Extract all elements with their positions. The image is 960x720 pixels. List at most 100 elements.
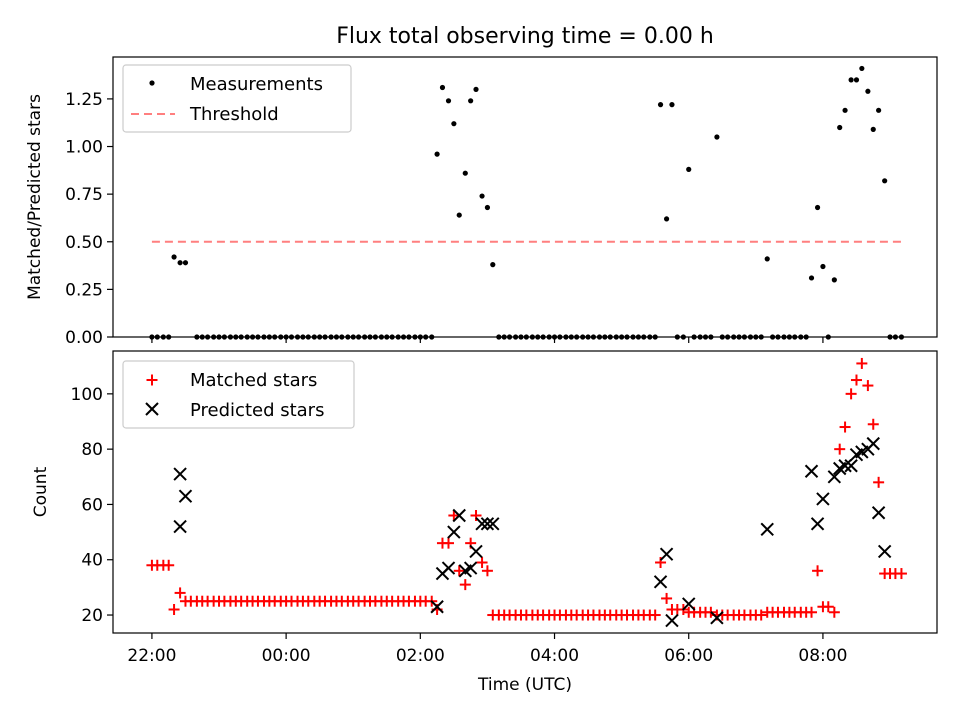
predicted-point — [475, 517, 489, 531]
predicted-point — [866, 436, 880, 451]
matched-point — [834, 443, 846, 455]
measurement-point — [154, 334, 160, 340]
x-tick-label: 04:00 — [530, 646, 579, 666]
measurement-point — [501, 334, 507, 340]
matched-point — [163, 559, 175, 571]
matched-point — [850, 374, 862, 386]
matched-point — [661, 592, 673, 604]
matched-point — [453, 565, 465, 577]
matched-point — [873, 476, 885, 488]
predicted-point — [827, 470, 842, 484]
measurement-point — [657, 102, 664, 108]
measurement-point — [182, 260, 189, 266]
measurement-point — [317, 334, 323, 340]
measurement-point — [288, 334, 295, 340]
measurement-point — [619, 334, 625, 340]
predicted-point — [877, 544, 892, 559]
y-tick-label: 0.00 — [65, 328, 103, 348]
measurement-point — [580, 334, 586, 340]
measurement-point — [557, 334, 563, 340]
measurement-point — [798, 334, 804, 340]
measurement-point — [484, 204, 491, 211]
matched-point — [174, 587, 186, 599]
y-tick-label: 0.25 — [65, 280, 103, 300]
measurement-point — [496, 334, 502, 340]
measurement-point — [400, 334, 407, 340]
predicted-point — [665, 613, 679, 628]
predicted-point — [844, 459, 858, 473]
predicted-point — [463, 561, 478, 575]
measurement-point — [362, 334, 368, 340]
measurement-point — [311, 334, 317, 340]
measurement-point — [429, 334, 435, 340]
measurement-point — [423, 334, 429, 340]
matched-point — [812, 565, 824, 577]
matched-point — [443, 537, 455, 549]
bottom-y-axis-label: Count — [31, 466, 51, 517]
measurement-point — [278, 334, 284, 340]
measurement-point — [355, 334, 362, 340]
measurement-point — [641, 334, 647, 340]
measurement-point — [211, 334, 217, 340]
measurement-point — [781, 334, 787, 340]
measurement-point — [249, 334, 256, 340]
measurement-point — [770, 334, 776, 340]
measurement-point — [686, 166, 692, 172]
measurement-point — [473, 86, 479, 92]
measurement-point — [160, 334, 166, 340]
bottom-plot-area — [146, 357, 907, 628]
measurement-point — [367, 334, 373, 340]
measurement-point — [674, 334, 680, 340]
measurement-point — [451, 121, 457, 127]
measurement-point — [255, 334, 261, 340]
measurement-point — [546, 334, 552, 340]
measurement-point — [775, 334, 781, 340]
y-tick-label: 100 — [71, 385, 103, 405]
measurement-point — [741, 334, 748, 340]
matched-point — [867, 418, 879, 430]
measurement-point — [166, 334, 172, 340]
measurement-point — [607, 334, 613, 340]
measurement-point — [417, 334, 423, 340]
measurement-point — [853, 77, 860, 83]
matched-point — [806, 606, 818, 618]
measurement-point — [680, 334, 686, 340]
measurement-point — [758, 334, 764, 340]
y-tick-label: 40 — [81, 551, 103, 571]
matched-point — [755, 609, 767, 621]
measurement-point — [747, 334, 754, 340]
chart-title: Flux total observing time = 0.00 h — [336, 24, 714, 49]
x-tick-label: 22:00 — [127, 646, 176, 666]
measurement-point — [803, 334, 809, 340]
measurement-point — [702, 334, 709, 340]
measurement-point — [708, 334, 714, 340]
top-plot-area — [149, 65, 905, 340]
measurement-point — [395, 334, 401, 340]
measurement-point — [266, 334, 272, 340]
measurement-point — [434, 151, 440, 157]
predicted-point — [486, 517, 500, 531]
measurement-point — [233, 334, 239, 340]
measurement-point — [529, 334, 535, 340]
x-tick-label: 06:00 — [664, 646, 713, 666]
measurement-point — [590, 334, 597, 340]
measurement-point — [462, 170, 468, 176]
measurement-point — [630, 334, 636, 340]
predicted-point — [760, 522, 774, 537]
predicted-point — [682, 597, 696, 611]
legend-predicted-label: Predicted stars — [190, 400, 324, 421]
measurement-point — [753, 334, 759, 340]
measurement-point — [814, 204, 821, 211]
measurement-point — [624, 334, 630, 340]
bottom-legend-box — [122, 360, 355, 429]
measurement-point — [691, 334, 697, 340]
predicted-point — [838, 459, 852, 473]
measurement-point — [825, 334, 831, 340]
measurement-point — [725, 334, 731, 340]
x-tick-label: 08:00 — [798, 646, 847, 666]
predicted-point — [447, 525, 461, 539]
measurement-point — [194, 334, 200, 340]
x-tick-label: 02:00 — [396, 646, 445, 666]
predicted-point — [810, 517, 825, 531]
